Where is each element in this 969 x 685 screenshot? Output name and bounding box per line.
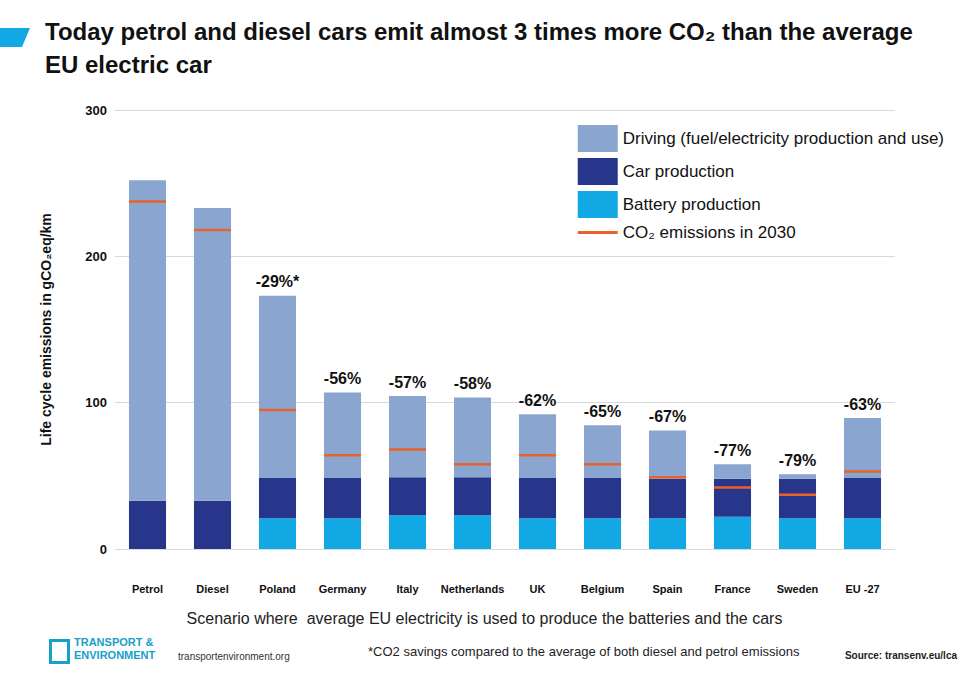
- svg-text:Today petrol and diesel cars e: Today petrol and diesel cars emit almost…: [45, 18, 920, 45]
- svg-text:Source: transenv.eu/lca: Source: transenv.eu/lca: [845, 650, 958, 661]
- svg-text:-67%: -67%: [649, 408, 686, 425]
- svg-text:Belgium: Belgium: [581, 583, 625, 595]
- svg-text:300: 300: [85, 103, 107, 118]
- svg-text:-65%: -65%: [584, 403, 621, 420]
- svg-text:-56%: -56%: [324, 370, 361, 387]
- svg-text:Spain: Spain: [653, 583, 683, 595]
- svg-text:Scenario where average EU ele: Scenario where average EU electricity is…: [187, 610, 783, 627]
- svg-text:-79%: -79%: [779, 452, 816, 469]
- svg-text:-62%: -62%: [519, 392, 556, 409]
- svg-text:Germany: Germany: [319, 583, 368, 595]
- svg-text:UK: UK: [530, 583, 546, 595]
- svg-text:Petrol: Petrol: [132, 583, 163, 595]
- svg-text:ENVIRONMENT: ENVIRONMENT: [74, 649, 156, 661]
- svg-text:-29%*: -29%*: [256, 273, 300, 290]
- svg-text:transportenvironment.org: transportenvironment.org: [178, 651, 290, 662]
- svg-text:-57%: -57%: [389, 374, 426, 391]
- svg-text:100: 100: [85, 395, 107, 410]
- svg-text:France: France: [714, 583, 750, 595]
- svg-text:200: 200: [85, 249, 107, 264]
- svg-text:*CO2 savings compared to the a: *CO2 savings compared to the average of …: [368, 644, 800, 659]
- svg-text:Battery production: Battery production: [623, 195, 761, 214]
- svg-text:Diesel: Diesel: [196, 583, 228, 595]
- svg-text:-77%: -77%: [714, 442, 751, 459]
- svg-text:-63%: -63%: [844, 396, 881, 413]
- svg-text:EU -27: EU -27: [845, 583, 879, 595]
- svg-text:TRANSPORT &: TRANSPORT &: [74, 636, 154, 648]
- svg-text:EU electric car: EU electric car: [45, 51, 212, 78]
- svg-text:CO₂ emissions in 2030: CO₂ emissions in 2030: [623, 223, 796, 242]
- svg-text:Sweden: Sweden: [777, 583, 819, 595]
- svg-text:0: 0: [100, 542, 107, 557]
- svg-text:Poland: Poland: [259, 583, 296, 595]
- svg-text:Italy: Italy: [396, 583, 419, 595]
- svg-text:-58%: -58%: [454, 375, 491, 392]
- svg-text:Life cycle emissions in gCO₂eq: Life cycle emissions in gCO₂eq/km: [38, 213, 54, 446]
- svg-text:Netherlands: Netherlands: [441, 583, 505, 595]
- svg-text:Driving (fuel/electricity prod: Driving (fuel/electricity production and…: [623, 129, 944, 148]
- svg-text:Car production: Car production: [623, 162, 735, 181]
